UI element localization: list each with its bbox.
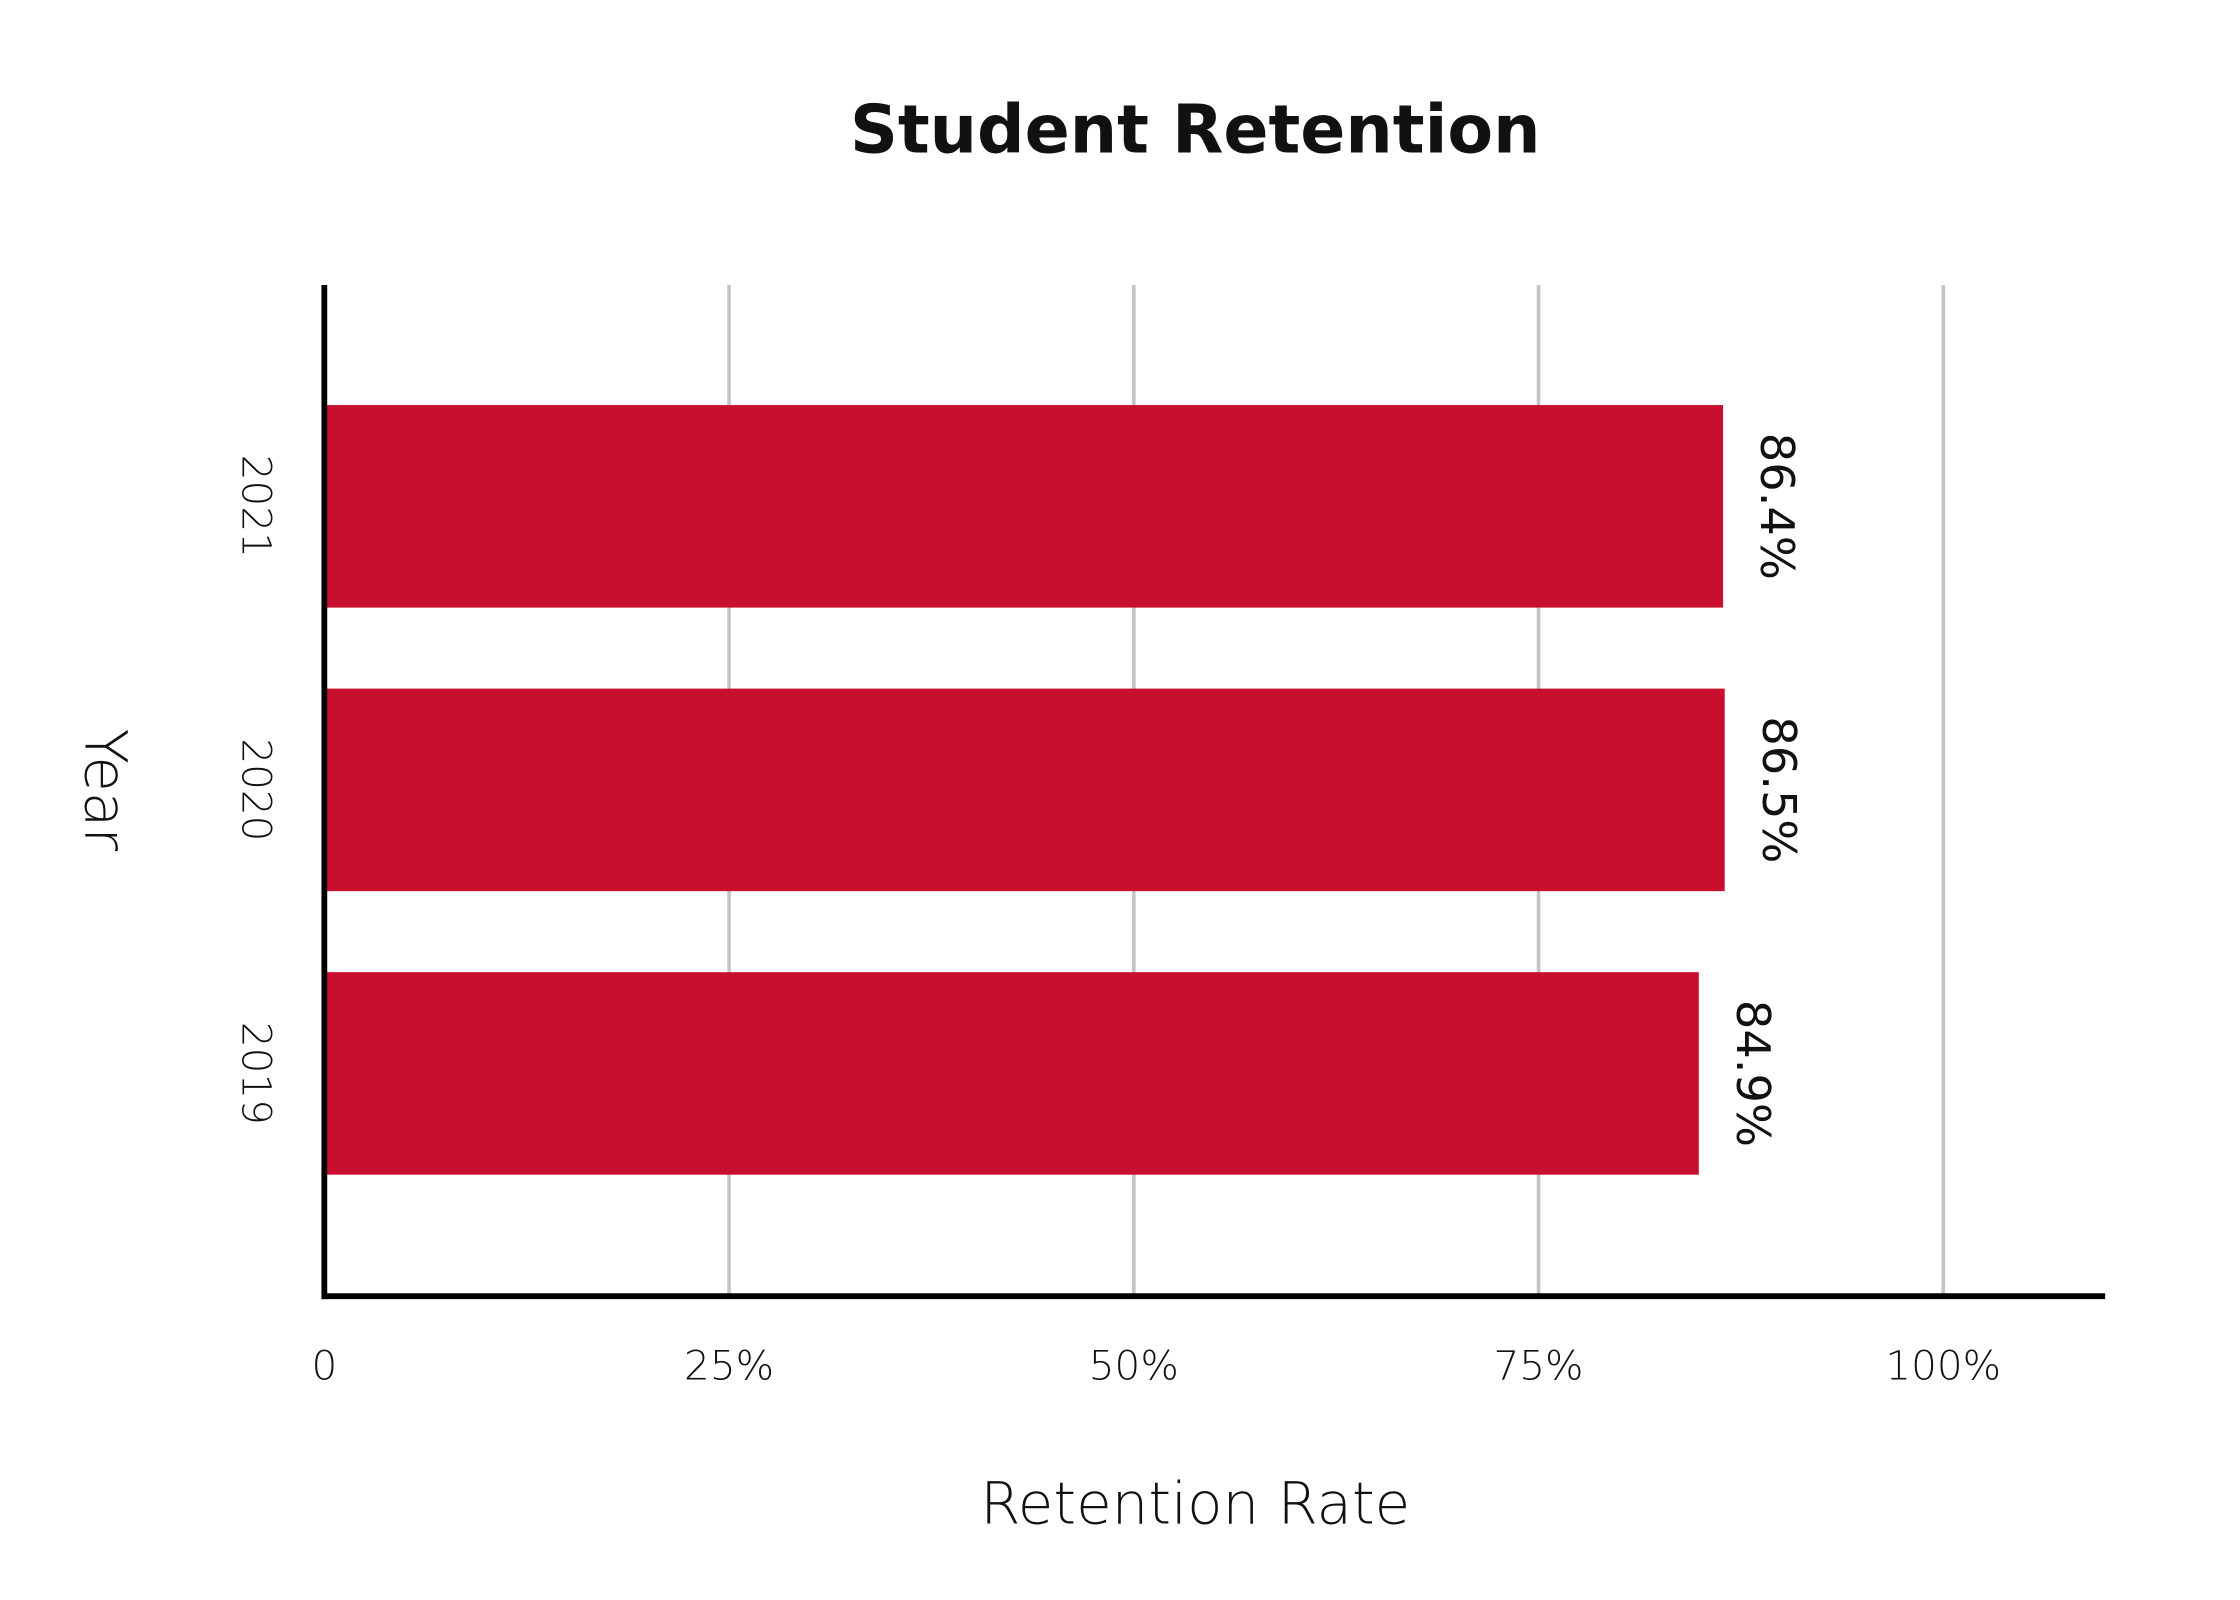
- x-tick-label: 25%: [684, 1342, 774, 1390]
- value-label: 84.9%: [1726, 1000, 1780, 1147]
- y-tick-label: 2020: [232, 738, 280, 841]
- x-tick-label: 50%: [1089, 1342, 1179, 1390]
- bar: [324, 405, 1724, 608]
- x-tick-label: 100%: [1885, 1342, 2001, 1390]
- x-tick-label: 0: [311, 1342, 337, 1390]
- value-label: 86.4%: [1750, 433, 1804, 580]
- y-axis-label: Year: [72, 729, 140, 852]
- chart-title: Student Retention: [850, 91, 1541, 169]
- y-tick-label: 2019: [232, 1022, 280, 1125]
- y-tick-label: 2021: [232, 455, 280, 558]
- bar: [324, 972, 1699, 1175]
- bar: [324, 688, 1725, 892]
- x-axis-label: Retention Rate: [980, 1469, 1410, 1537]
- value-label: 86.5%: [1752, 716, 1806, 863]
- x-tick-label: 75%: [1494, 1342, 1584, 1390]
